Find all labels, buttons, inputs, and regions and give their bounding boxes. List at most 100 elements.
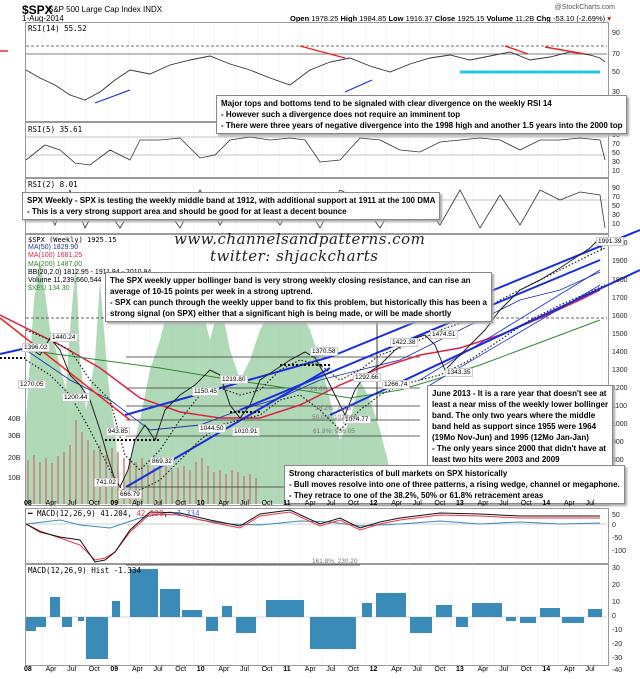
rsi2-ytick: 90 [612,185,620,192]
price-pivot-label: 1422.38 [390,338,418,347]
fib-level-label: 23.6% [310,386,329,393]
june-2013-note: June 2013 - It is a rare year that doesn… [427,385,614,468]
fib-level-label: 61.8%: 936.05 [313,428,355,435]
macd-ytick: -100 [612,548,627,555]
rsi14-ytick: 50 [612,69,620,76]
x-tick-label: 14 [542,500,551,507]
x-tick-label: Apr [132,500,143,507]
x-tick-label: 14 [542,666,551,673]
volume-ytick: 10B [8,475,21,482]
note-line: (19Mo Nov-Jun) and 1995 (12Mo Jan-Jan) [432,433,589,442]
x-tick-label: Oct [88,500,100,507]
price-pivot-label: 1150.45 [192,387,220,396]
rsi14-ytick: 30 [612,89,620,96]
price-pivot-label: 1044.50 [198,424,226,433]
note-line: least two hits were 2003 and 2009 [432,455,560,464]
legend-ma50: MA(50) 1829.90 [28,244,79,252]
note-line: Major tops and bottoms tend to be signal… [221,99,552,108]
high-label: High [340,14,358,23]
chg-value: -53.10 (-2.69%) [553,14,606,23]
fib-level-label: 50.0%: 1020.69 [312,414,358,421]
x-tick-label: 10 [196,666,205,673]
open-value: 1978.25 [311,14,339,23]
price-pivot-label: 1266.74 [382,380,410,389]
x-tick-label: 12 [369,500,378,507]
hist-ytick: -20 [612,641,623,648]
x-tick-label: Oct [261,666,273,673]
hist-ytick: 30 [612,565,620,572]
x-tick-label: Apr [304,666,316,673]
legend-volume: Volume 11,239,660,544 [28,277,102,285]
x-tick-label: Apr [218,500,230,507]
note-line: band. The only two years where the middl… [432,411,596,420]
rsi2-label: RSI(2) 8.01 [28,180,78,189]
x-tick-label: Jul [326,500,336,507]
rsi5-ytick: 70 [612,141,620,148]
legend-ma100: MA(100) 1681.25 [28,252,83,260]
legend-xeu: $XEU 134.30 [28,285,70,293]
symbol-name: S&P 500 Large Cap Index INDX [48,5,163,14]
hist-ytick: 20 [612,582,620,589]
hist-ytick: -40 [612,667,623,674]
x-tick-label: Apr [391,500,403,507]
x-tick-label: Apr [45,500,57,507]
note-line: - However such a divergence does not req… [221,110,461,119]
rsi-divergence-note: Major tops and bottoms tend to be signal… [216,95,628,134]
x-tick-label: Apr [45,666,57,673]
note-line: Strong characteristics of bull markets o… [289,469,508,478]
x-tick-label: Oct [348,666,359,673]
x-tick-label: Apr [564,500,575,507]
hist-ytick: 0 [612,613,616,620]
volume-label: Volume [486,14,514,23]
x-tick-label: 08 [24,666,32,673]
chart-date: 1-Aug-2014 [22,14,64,23]
close-label: Close [434,14,456,23]
price-pivot-label: 1370.58 [310,347,338,356]
low-label: Low [388,14,404,23]
x-tick-label: Apr [477,666,489,673]
x-tick-label: Oct [434,500,446,507]
price-pivot-label: 1991.39 [596,237,624,246]
rsi5-ytick: 10 [612,168,620,175]
price-ytick: 1900 [612,258,628,265]
note-line: band held as support since 1955 were 196… [432,422,597,431]
x-tick-label: Oct [348,500,359,507]
price-pivot-label: 1074.77 [343,415,371,424]
price-pivot-label: 1010.91 [232,427,260,436]
macd-ytick: -50 [612,535,623,542]
rsi2-ytick: 70 [612,194,620,201]
rsi5-label: RSI(5) 35.61 [28,125,83,134]
macd-ytick: 0 [612,522,616,529]
x-tick-label: 11 [283,666,291,673]
weekly-support-note: SPX Weekly - SPX is testing the weekly m… [22,192,441,220]
price-pivot-label: 1396.02 [22,343,50,352]
rsi5-ytick: 30 [612,159,620,166]
x-tick-label: Oct [434,666,446,673]
x-tick-label: Jul [153,666,163,673]
x-tick-label: Oct [520,666,532,673]
price-ytick: 1400 [612,349,628,356]
note-line: SPX Weekly - SPX is testing the weekly m… [27,196,436,205]
macd-value: 41.204 [100,509,128,518]
note-line: - Bull moves resolve into one of three p… [289,480,620,489]
volume-ytick: 40B [8,416,21,423]
close-value: 1925.15 [457,14,485,23]
high-value: 1984.85 [359,14,387,23]
volume-ytick: 30B [8,433,21,440]
rsi2-ytick: 50 [612,203,620,210]
x-tick-label: Jul [67,666,77,673]
price-pivot-label: 1200.44 [62,393,90,402]
rsi14-label: RSI(14) 55.52 [28,24,87,33]
x-tick-label: 13 [456,666,464,673]
note-line: The SPX weekly upper bollinger band is v… [110,276,471,285]
legend-spx: $SPX (Weekly) 1925.15 [28,236,117,244]
chg-label: Chg [536,14,551,23]
macd-name: MACD(12,26,9) [37,509,96,518]
watermark-twitter: twitter: shjackcharts [210,247,379,265]
price-pivot-label: 1440.24 [50,333,78,342]
price-legend: $SPX (Weekly) 1925.15 MA(50) 1829.90 MA(… [28,236,151,293]
macd-ytick: 50 [612,512,620,519]
x-tick-label: 13 [456,500,464,507]
price-ytick: 1300 [612,367,628,374]
macd-line-icon: ━ [28,509,33,518]
